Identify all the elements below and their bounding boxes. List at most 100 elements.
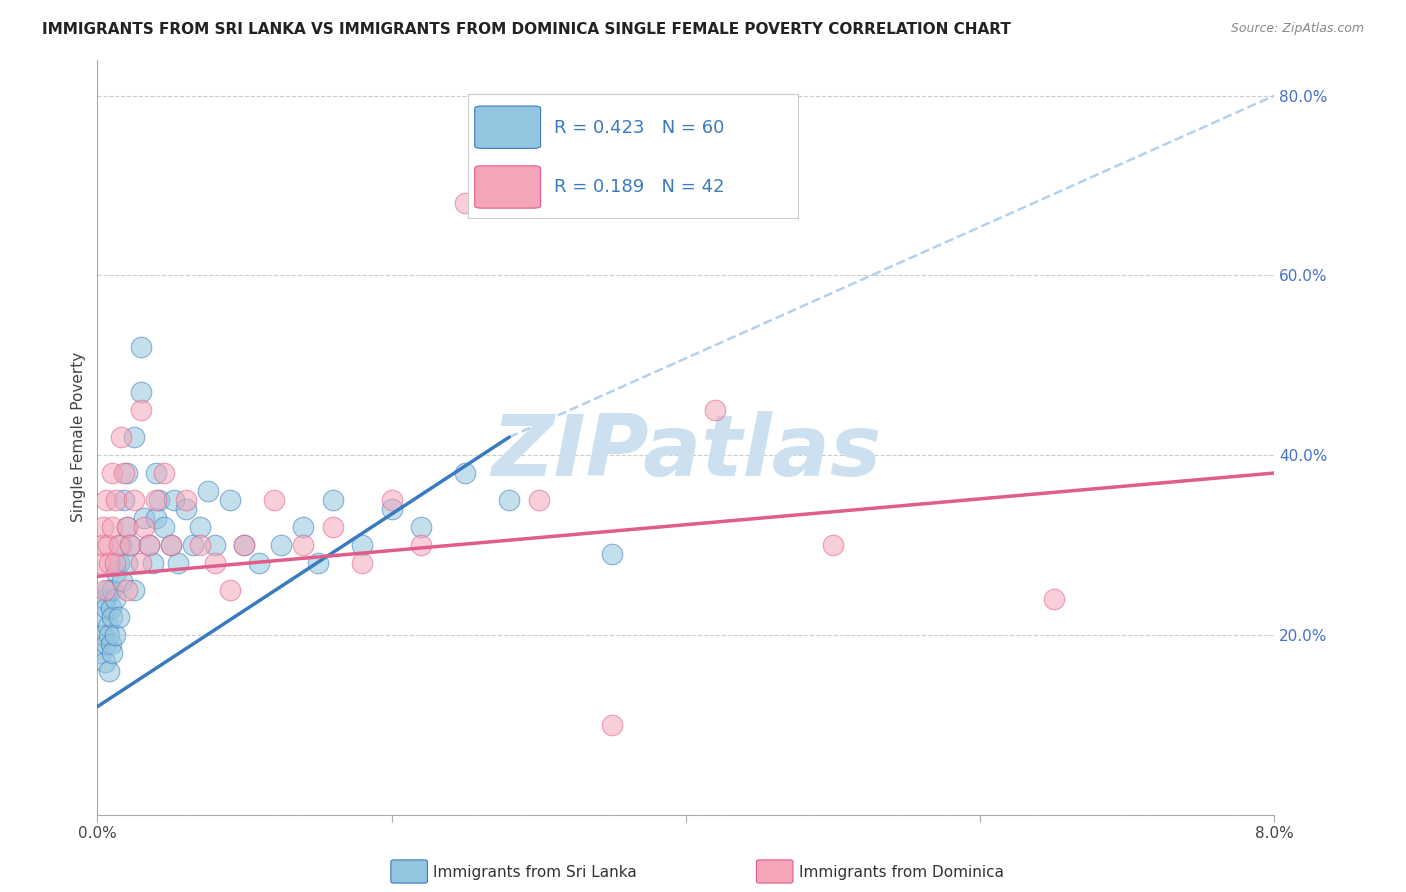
Point	[174, 493, 197, 508]
Point	[381, 493, 404, 508]
Point	[96, 493, 118, 508]
Point	[93, 582, 115, 597]
Y-axis label: Single Female Poverty: Single Female Poverty	[72, 352, 86, 522]
Point	[527, 493, 550, 508]
Point	[122, 430, 145, 444]
Point	[188, 520, 211, 534]
Point	[218, 582, 240, 597]
Text: IMMIGRANTS FROM SRI LANKA VS IMMIGRANTS FROM DOMINICA SINGLE FEMALE POVERTY CORR: IMMIGRANTS FROM SRI LANKA VS IMMIGRANTS …	[42, 22, 1011, 37]
Point	[131, 385, 153, 400]
Point	[381, 502, 404, 516]
Point	[263, 493, 285, 508]
Point	[145, 511, 167, 525]
Point	[233, 538, 256, 552]
Point	[105, 493, 128, 508]
Point	[131, 403, 153, 417]
Point	[96, 637, 118, 651]
Text: Immigrants from Sri Lanka: Immigrants from Sri Lanka	[433, 865, 637, 880]
Point	[270, 538, 292, 552]
Point	[821, 538, 844, 552]
Point	[104, 628, 127, 642]
Point	[148, 493, 170, 508]
Point	[91, 628, 114, 642]
Text: Immigrants from Dominica: Immigrants from Dominica	[799, 865, 1004, 880]
Point	[108, 556, 131, 570]
Point	[152, 520, 174, 534]
Point	[152, 466, 174, 480]
Point	[93, 655, 115, 669]
Point	[98, 556, 121, 570]
Point	[167, 556, 190, 570]
Text: ZIPatlas: ZIPatlas	[491, 410, 882, 493]
Point	[204, 556, 226, 570]
Point	[104, 591, 127, 606]
Point	[112, 493, 135, 508]
Point	[131, 556, 153, 570]
Point	[91, 520, 114, 534]
Point	[115, 520, 138, 534]
Point	[110, 430, 132, 444]
Point	[101, 646, 124, 660]
Point	[352, 556, 374, 570]
Point	[352, 538, 374, 552]
Point	[409, 538, 432, 552]
Point	[174, 502, 197, 516]
Point	[145, 466, 167, 480]
Point	[97, 619, 120, 633]
Point	[600, 547, 623, 561]
Point	[292, 538, 315, 552]
Point	[233, 538, 256, 552]
Point	[181, 538, 204, 552]
Point	[105, 565, 128, 579]
Point	[197, 483, 219, 498]
Point	[90, 609, 112, 624]
Point	[160, 538, 183, 552]
Point	[112, 466, 135, 480]
Point	[247, 556, 270, 570]
Point	[108, 538, 131, 552]
Point	[292, 520, 315, 534]
Point	[101, 466, 124, 480]
Point	[307, 556, 329, 570]
Point	[101, 582, 124, 597]
Point	[111, 574, 134, 588]
Point	[454, 196, 477, 211]
Point	[704, 403, 727, 417]
Point	[138, 538, 160, 552]
Point	[100, 600, 122, 615]
Point	[100, 637, 122, 651]
Point	[115, 520, 138, 534]
Point	[600, 717, 623, 731]
Point	[104, 556, 127, 570]
Point	[454, 466, 477, 480]
Point	[498, 493, 520, 508]
Point	[134, 511, 156, 525]
Point	[108, 609, 131, 624]
Point	[96, 600, 118, 615]
Point	[138, 538, 160, 552]
Point	[322, 493, 344, 508]
Point	[131, 340, 153, 354]
Point	[101, 520, 124, 534]
Point	[89, 646, 111, 660]
Point	[118, 538, 141, 552]
Point	[122, 582, 145, 597]
Point	[204, 538, 226, 552]
Point	[1042, 591, 1064, 606]
Point	[89, 556, 111, 570]
Point	[218, 493, 240, 508]
Point	[142, 556, 165, 570]
Point	[115, 556, 138, 570]
Point	[90, 538, 112, 552]
Point	[409, 520, 432, 534]
Point	[93, 591, 115, 606]
Point	[145, 493, 167, 508]
Point	[118, 538, 141, 552]
Point	[110, 538, 132, 552]
Point	[188, 538, 211, 552]
Point	[163, 493, 186, 508]
Point	[160, 538, 183, 552]
Point	[97, 582, 120, 597]
Point	[101, 609, 124, 624]
Point	[98, 664, 121, 678]
